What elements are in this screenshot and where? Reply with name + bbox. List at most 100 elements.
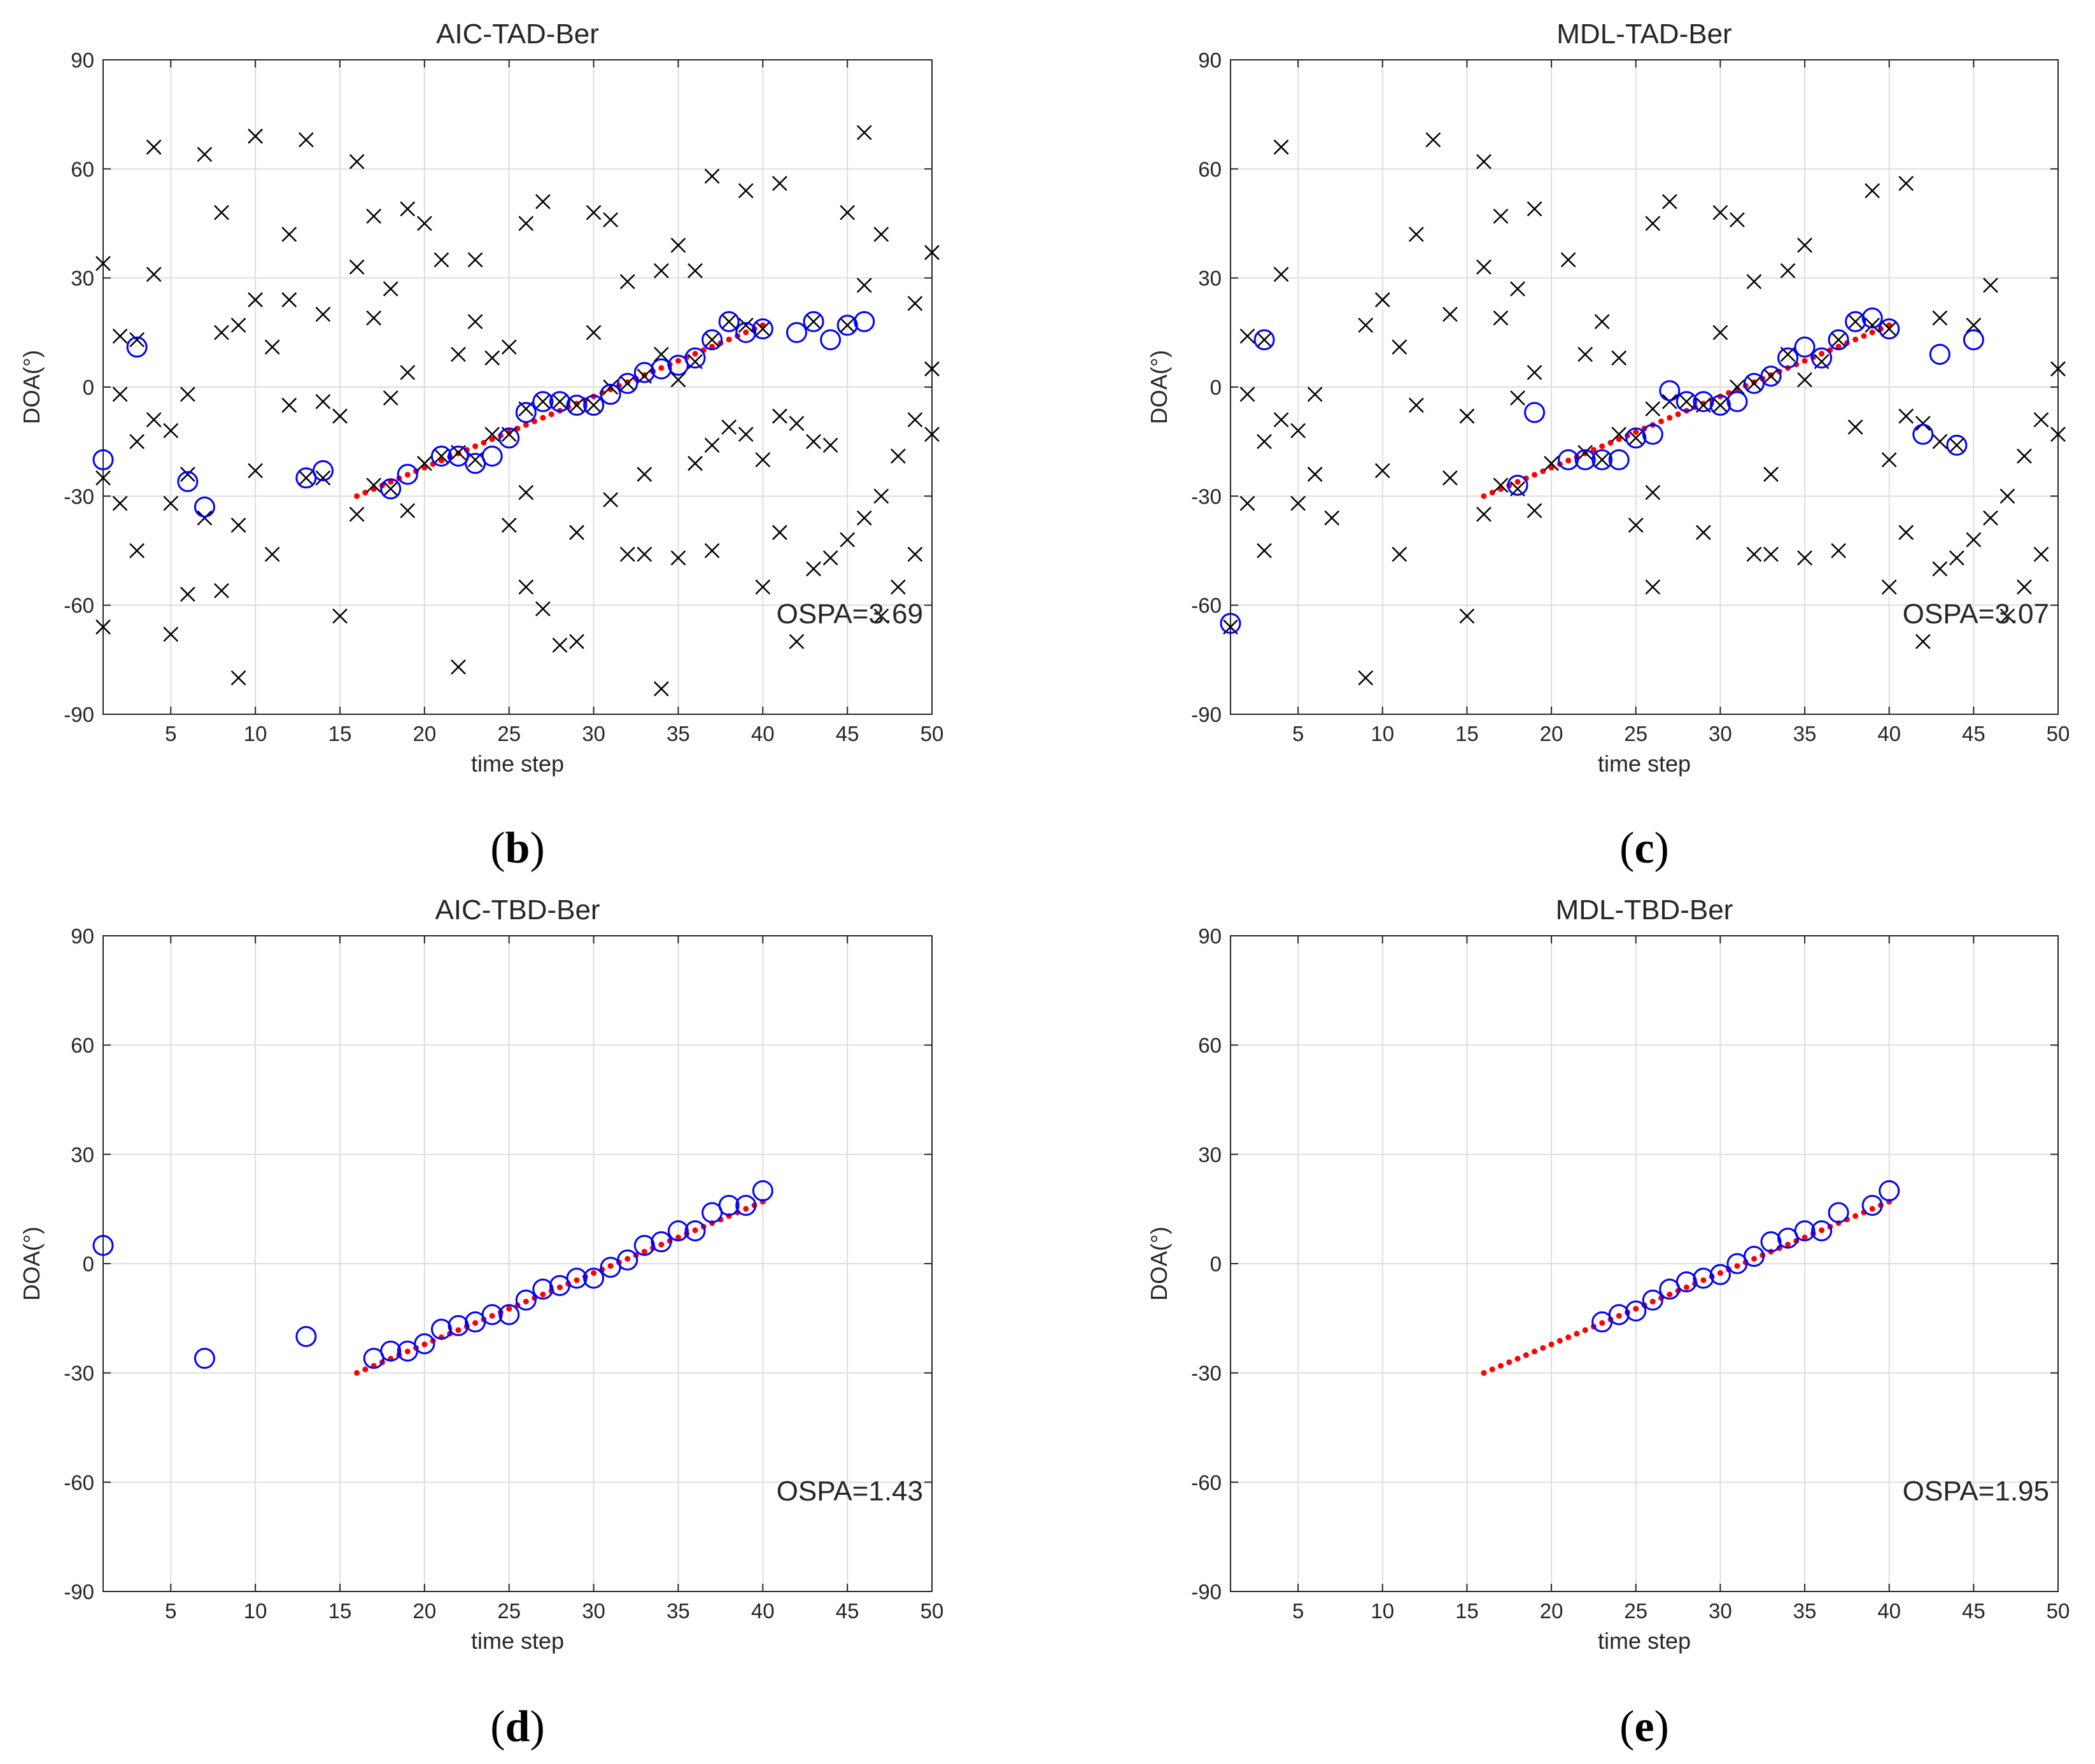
measurement-x xyxy=(315,306,331,322)
estimate-circle xyxy=(194,1348,215,1369)
measurement-x xyxy=(1493,477,1509,493)
measurement-x xyxy=(2017,579,2032,595)
estimate-circle xyxy=(1675,391,1697,413)
measurement-x xyxy=(873,608,889,624)
y-tick-label: -60 xyxy=(64,1471,94,1494)
y-tick-label: 60 xyxy=(1198,1034,1222,1057)
truth-dot xyxy=(1802,358,1808,364)
measurement-x xyxy=(1865,183,1880,199)
measurement-x xyxy=(416,456,432,471)
estimate-circle xyxy=(651,358,672,379)
measurement-x xyxy=(755,321,771,337)
measurement-x xyxy=(670,550,686,566)
y-tick-label: -30 xyxy=(1191,484,1222,508)
x-tick-label: 40 xyxy=(751,722,775,745)
panel-label-letter: b xyxy=(505,824,530,873)
estimate-circle xyxy=(1929,344,1950,365)
estimate-circle xyxy=(1861,1194,1883,1216)
measurement-x xyxy=(535,194,551,209)
x-tick-label: 25 xyxy=(497,722,521,745)
x-tick-label: 35 xyxy=(667,1599,690,1623)
truth-dot xyxy=(1599,443,1605,449)
measurement-x xyxy=(670,372,686,388)
estimate-circle xyxy=(1726,391,1748,413)
measurement-x xyxy=(264,339,280,355)
measurement-x xyxy=(112,386,128,402)
y-tick-label: 90 xyxy=(71,48,94,72)
measurement-x xyxy=(484,350,500,366)
x-tick-label: 30 xyxy=(582,1599,605,1623)
truth-dot xyxy=(1700,400,1707,407)
measurement-x xyxy=(840,318,856,333)
truth-dot xyxy=(1514,1355,1521,1362)
measurement-x xyxy=(772,525,787,540)
truth-dot xyxy=(1532,472,1538,478)
chart-title: MDL-TAD-Ber xyxy=(1556,18,1732,50)
measurement-x xyxy=(501,339,517,355)
x-tick-label: 50 xyxy=(2047,1599,2070,1623)
truth-dot xyxy=(624,1255,631,1262)
measurement-x xyxy=(467,252,483,267)
measurement-x xyxy=(822,550,838,566)
truth-dot xyxy=(1683,1284,1689,1290)
measurement-x xyxy=(1443,306,1458,322)
measurement-x xyxy=(349,259,365,275)
estimate-circle xyxy=(1574,449,1596,470)
x-tick-label: 25 xyxy=(1624,1599,1647,1623)
measurement-x xyxy=(1949,550,1965,566)
measurement-x xyxy=(400,503,416,519)
measurement-x xyxy=(349,507,365,522)
measurement-x xyxy=(569,633,584,649)
estimate-circle xyxy=(1642,1289,1663,1311)
measurement-x xyxy=(129,543,145,558)
estimate-circle xyxy=(92,449,114,470)
measurement-x xyxy=(755,579,771,595)
x-tick-label: 50 xyxy=(921,722,944,745)
measurement-x xyxy=(1324,510,1340,526)
y-tick-label: 90 xyxy=(71,924,94,948)
measurement-x xyxy=(180,386,195,402)
estimate-circle xyxy=(1760,365,1782,387)
chart-title: MDL-TBD-Ber xyxy=(1556,894,1733,926)
truth-dot xyxy=(354,493,360,499)
measurement-x xyxy=(1966,318,1982,333)
measurement-x xyxy=(721,419,737,435)
x-tick-label: 30 xyxy=(1709,722,1732,745)
measurement-x xyxy=(586,325,602,341)
estimate-circle xyxy=(177,470,199,492)
y-tick-label: -90 xyxy=(1191,703,1222,726)
measurement-x xyxy=(197,146,213,162)
truth-dot xyxy=(1582,1327,1588,1333)
x-axis-label: time step xyxy=(471,751,564,777)
measurement-x xyxy=(1695,525,1711,540)
estimate-circle xyxy=(515,1289,537,1311)
truth-dot xyxy=(1514,479,1521,485)
measurement-x xyxy=(315,393,331,409)
measurement-x xyxy=(518,484,534,500)
measurement-x xyxy=(1628,518,1644,533)
estimate-circle xyxy=(1879,1180,1900,1202)
measurement-x xyxy=(721,314,737,330)
measurement-x xyxy=(1831,332,1846,348)
estimate-circle xyxy=(92,1234,114,1256)
y-tick-label: 90 xyxy=(1198,924,1222,948)
measurement-x xyxy=(1392,339,1407,355)
measurement-x xyxy=(1661,194,1677,209)
x-axis-label: time step xyxy=(1598,1628,1691,1654)
measurement-x xyxy=(2000,488,2015,504)
truth-dot xyxy=(1565,457,1572,463)
measurement-x xyxy=(1982,278,1998,293)
estimate-circle xyxy=(1709,395,1731,416)
measurement-x xyxy=(112,495,128,511)
measurement-x xyxy=(129,434,145,449)
measurement-x xyxy=(840,204,856,220)
estimate-circle xyxy=(735,321,757,343)
measurement-x xyxy=(552,393,568,409)
measurement-x xyxy=(1932,310,1948,326)
truth-dot xyxy=(362,1366,369,1372)
y-tick-label: -30 xyxy=(1191,1362,1222,1385)
measurement-x xyxy=(840,532,856,547)
panel-label-open: ( xyxy=(490,1702,505,1751)
estimate-circle xyxy=(633,362,655,383)
